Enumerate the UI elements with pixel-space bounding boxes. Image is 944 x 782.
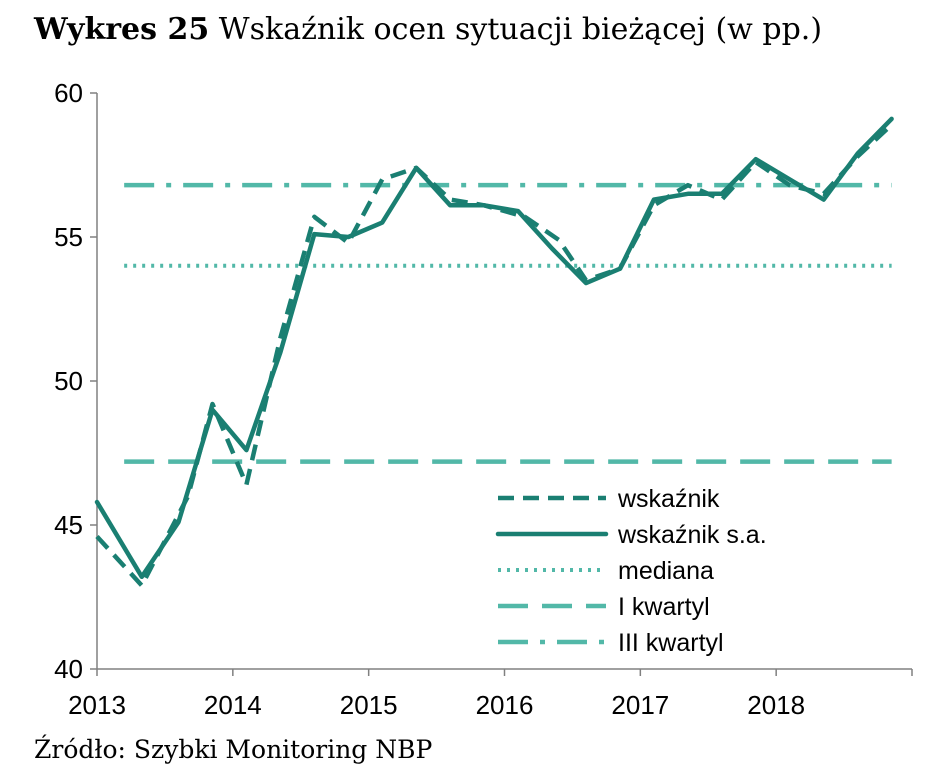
y-tick-label: 50 xyxy=(54,366,83,396)
y-tick-label: 45 xyxy=(54,510,83,540)
x-tick-label: 2013 xyxy=(68,690,126,720)
legend-label: mediana xyxy=(618,557,714,585)
chart-title-bold: Wykres 25 xyxy=(34,12,210,47)
y-tick-label: 55 xyxy=(54,222,83,252)
y-tick-label: 60 xyxy=(54,78,83,108)
x-tick-label: 2015 xyxy=(340,690,398,720)
series-line-wskaźnik-sa xyxy=(94,116,894,580)
x-tick-label: 2014 xyxy=(204,690,262,720)
legend-label: III kwartyl xyxy=(618,629,724,657)
chart-title: Wykres 25 Wskaźnik ocen sytuacji bieżące… xyxy=(34,12,822,47)
x-tick-label: 2017 xyxy=(611,690,669,720)
chart-title-text: Wskaźnik ocen sytuacji bieżącej (w pp.) xyxy=(218,12,823,47)
series-line-wskaźnik xyxy=(95,123,894,588)
legend-label: wskaźnik s.a. xyxy=(617,521,767,549)
source-note: Źródło: Szybki Monitoring NBP xyxy=(34,735,433,764)
legend-label: I kwartyl xyxy=(618,593,710,621)
x-tick-label: 2018 xyxy=(747,690,805,720)
x-tick-label: 2016 xyxy=(476,690,534,720)
y-tick-label: 40 xyxy=(54,654,83,684)
legend-label: wskaźnik xyxy=(617,485,720,513)
